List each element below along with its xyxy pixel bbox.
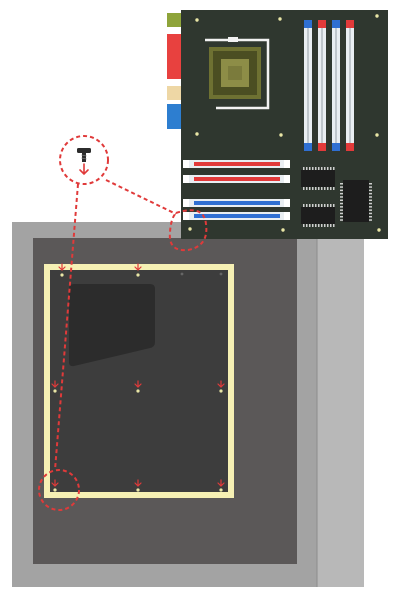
placement-arrows bbox=[51, 263, 225, 487]
standoff-hole-icon bbox=[53, 488, 57, 492]
down-arrow-icon bbox=[51, 479, 59, 487]
mount-hole-icon bbox=[195, 18, 199, 22]
standoff-hole-icon bbox=[136, 488, 140, 492]
expansion-slot bbox=[183, 160, 290, 168]
mount-hole-icon bbox=[375, 133, 379, 137]
case-side-strip bbox=[317, 222, 364, 587]
mount-hole-icon bbox=[195, 132, 199, 136]
screw-callout-circle bbox=[59, 135, 109, 185]
standoff-holes bbox=[53, 272, 223, 492]
mount-hole-icon bbox=[375, 14, 379, 18]
standoff-hole-icon bbox=[60, 273, 64, 277]
motherboard-tray bbox=[44, 263, 234, 498]
expansion-slot-contact bbox=[194, 214, 280, 218]
cpu-socket bbox=[205, 37, 270, 110]
down-arrow-icon bbox=[58, 263, 66, 271]
expansion-slot-contact bbox=[194, 201, 280, 205]
ram-slot-clip-top bbox=[332, 20, 340, 28]
callouts bbox=[38, 135, 208, 511]
io-port-green bbox=[167, 13, 184, 27]
expansion-slot-contact bbox=[194, 177, 280, 181]
standoff-hole-icon bbox=[136, 389, 140, 393]
chip-upper bbox=[301, 170, 335, 187]
ram-slot-clip-bottom bbox=[346, 143, 354, 151]
chip-main bbox=[343, 180, 369, 222]
mount-hole-icon bbox=[377, 228, 381, 232]
mount-hole-icon bbox=[188, 227, 192, 231]
down-arrow-icon bbox=[134, 263, 142, 271]
expansion-slot-clip bbox=[183, 199, 189, 207]
callout-tray-hole bbox=[38, 469, 80, 511]
down-arrow-icon bbox=[134, 380, 142, 388]
down-arrow-icon bbox=[51, 380, 59, 388]
mount-hole-icon bbox=[278, 17, 282, 21]
cpu-latch bbox=[228, 37, 238, 42]
expansion-slot-clip bbox=[183, 160, 189, 168]
down-arrow-icon bbox=[134, 479, 142, 487]
ram-slot bbox=[304, 20, 312, 151]
expansion-slot-clip bbox=[284, 199, 290, 207]
down-arrow-icon bbox=[217, 380, 225, 388]
expansion-slot-clip bbox=[284, 175, 290, 183]
ram-slot-clip-top bbox=[304, 20, 312, 28]
ram-slot-clip-bottom bbox=[332, 143, 340, 151]
ram-slot bbox=[332, 20, 340, 151]
ram-slot bbox=[318, 20, 326, 151]
chip-pins bbox=[303, 167, 372, 227]
screw-icon bbox=[77, 148, 91, 162]
expansion-slot-clip bbox=[183, 175, 189, 183]
screw-shaft bbox=[82, 152, 86, 162]
ram-slots-vertical bbox=[304, 20, 354, 151]
expansion-slot-clip bbox=[284, 160, 290, 168]
leader-line-to-board bbox=[105, 179, 177, 215]
chip-lower bbox=[301, 207, 335, 224]
standoff-hole-icon bbox=[219, 272, 223, 276]
down-arrow-icon bbox=[79, 163, 89, 176]
standoff-hole-icon bbox=[180, 272, 184, 276]
ram-slot bbox=[346, 20, 354, 151]
expansion-slot bbox=[183, 212, 290, 220]
down-arrow-icon bbox=[217, 479, 225, 487]
ram-slot-clip-bottom bbox=[318, 143, 326, 151]
tray-cutout-window bbox=[69, 284, 155, 367]
expansion-slot-contact bbox=[194, 162, 280, 166]
cpu-die-core bbox=[228, 66, 242, 80]
mount-hole-icon bbox=[279, 133, 283, 137]
ram-slot-clip-bottom bbox=[304, 143, 312, 151]
board-mount-holes bbox=[188, 14, 381, 232]
motherboard bbox=[167, 10, 388, 239]
leader-line-to-tray bbox=[54, 183, 79, 471]
chipset-area bbox=[301, 167, 372, 227]
expansion-slot bbox=[183, 175, 290, 183]
callout-board-hole bbox=[168, 209, 208, 252]
screw-head bbox=[77, 148, 91, 153]
standoff-hole-icon bbox=[219, 389, 223, 393]
expansion-slot bbox=[183, 199, 290, 207]
ram-slot-clip-top bbox=[346, 20, 354, 28]
expansion-slots bbox=[183, 160, 290, 220]
expansion-slot-clip bbox=[284, 212, 290, 220]
expansion-slot-clip bbox=[183, 212, 189, 220]
mount-hole-icon bbox=[281, 228, 285, 232]
standoff-hole-icon bbox=[136, 273, 140, 277]
standoff-hole-icon bbox=[219, 488, 223, 492]
standoff-hole-icon bbox=[53, 389, 57, 393]
ram-slot-clip-top bbox=[318, 20, 326, 28]
